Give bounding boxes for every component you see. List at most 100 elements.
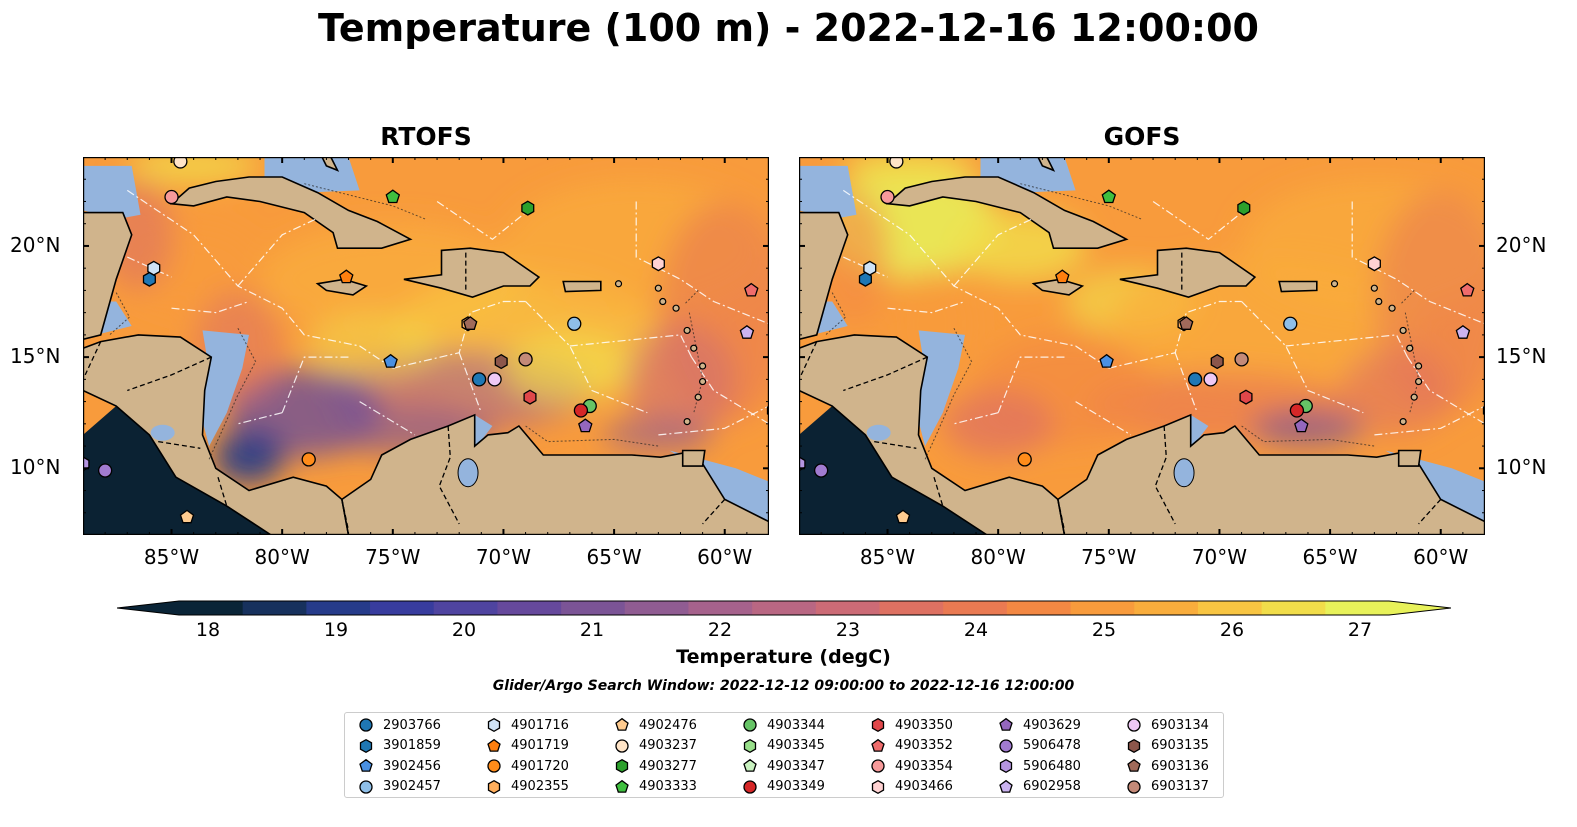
legend-label: 6903136 <box>1151 758 1209 774</box>
lake-maracaibo <box>457 458 479 488</box>
map-panel-rtofs <box>83 157 769 535</box>
hexagon-marker-icon <box>1127 738 1141 753</box>
float-marker-4902476 <box>895 509 911 524</box>
legend-item-2903766: 2903766 <box>357 715 441 735</box>
eez-boundary <box>1407 356 1485 425</box>
island <box>1370 284 1378 292</box>
latitude-tick-label-right: 10°N <box>1496 455 1547 480</box>
legend-item-4903347: 4903347 <box>741 756 825 776</box>
longitude-tick-label: 60°W <box>697 545 753 569</box>
pentagon-marker-icon <box>999 779 1013 793</box>
legend-label: 4902355 <box>511 779 569 794</box>
island <box>1399 418 1407 426</box>
bathymetry-contour <box>684 290 699 305</box>
float-marker-6902958 <box>739 324 755 339</box>
circle-marker-icon <box>359 779 373 794</box>
eez-boundary <box>525 301 648 414</box>
shallow-shelf-area <box>799 165 857 220</box>
legend-label: 6903135 <box>1151 738 1209 753</box>
legend-label: 4901716 <box>511 717 569 733</box>
lake-maracaibo <box>1173 458 1195 488</box>
longitude-tick-label: 60°W <box>1413 545 1469 569</box>
panel-title-rtofs: RTOFS <box>380 122 472 151</box>
legend-item-4903466: 4903466 <box>869 777 953 797</box>
eez-boundary <box>1152 201 1242 241</box>
pentagon-marker-icon <box>871 738 885 752</box>
land-yucatan <box>799 211 849 341</box>
lake-nicaragua <box>150 424 175 441</box>
island <box>690 344 698 352</box>
country-border <box>702 498 726 525</box>
circle-marker-icon <box>743 779 757 794</box>
map-panel-gofs <box>799 157 1485 535</box>
legend-item-4901720: 4901720 <box>485 756 569 776</box>
legend-item-4903333: 4903333 <box>613 777 697 797</box>
hexagon-marker-icon <box>871 717 885 733</box>
float-marker-5906480 <box>83 456 90 472</box>
float-marker-4903349 <box>573 403 589 418</box>
country-border <box>1154 425 1176 525</box>
legend-label: 4901719 <box>511 738 569 753</box>
legend-label: 4902476 <box>639 717 697 733</box>
colorbar-tick-label: 23 <box>835 619 861 641</box>
country-border <box>933 477 944 507</box>
legend-item-5906478: 5906478 <box>997 736 1081 756</box>
country-border <box>127 356 212 392</box>
float-marker-4901719 <box>339 269 354 284</box>
island <box>1399 326 1407 335</box>
colorbar-tick-label: 20 <box>451 619 477 641</box>
circle-marker-icon <box>615 738 629 753</box>
land-central-america <box>83 334 350 535</box>
float-marker-3902457 <box>1283 316 1298 331</box>
eez-boundary <box>658 405 769 436</box>
float-marker-4903352 <box>744 282 759 297</box>
colorbar-segment <box>433 601 499 615</box>
country-border <box>438 425 460 525</box>
legend-item-3901859: 3901859 <box>357 736 441 756</box>
float-marker-6903137 <box>1234 352 1249 367</box>
bathymetry-contour <box>1400 290 1415 305</box>
eez-boundary <box>237 412 283 425</box>
float-marker-4903277 <box>1237 200 1251 216</box>
legend-item-3902457: 3902457 <box>357 777 441 797</box>
land-jamaica <box>315 278 369 296</box>
float-marker-4903354 <box>880 189 895 205</box>
colorbar-segment <box>815 601 881 615</box>
legend-label: 4903350 <box>895 717 953 733</box>
island <box>683 326 691 335</box>
legend-item-4903352: 4903352 <box>869 736 953 756</box>
float-marker-4903350 <box>523 389 537 405</box>
float-marker-4901720 <box>1017 452 1032 467</box>
eez-boundary <box>842 189 1110 369</box>
longitude-tick-label: 85°W <box>859 545 916 569</box>
country-border <box>158 440 201 449</box>
circle-marker-icon <box>871 759 885 773</box>
float-marker-4903466 <box>651 256 665 272</box>
colorbar-segment <box>624 601 690 615</box>
hexagon-marker-icon <box>487 717 501 733</box>
colorbar-gradient <box>117 600 1451 616</box>
legend-label: 4903277 <box>639 758 697 774</box>
latitude-tick-label-left: 15°N <box>10 344 61 369</box>
legend-label: 4903344 <box>767 717 825 733</box>
legend-item-6902958: 6902958 <box>997 777 1081 797</box>
island <box>1330 280 1339 288</box>
float-marker-6903135 <box>494 353 508 370</box>
land-central-america <box>799 334 1066 535</box>
hexagon-marker-icon <box>871 779 885 794</box>
hexagon-marker-icon <box>615 758 629 774</box>
legend-item-4903344: 4903344 <box>741 715 825 735</box>
pentagon-marker-icon <box>359 758 373 772</box>
latitude-tick-label-right: 20°N <box>1496 232 1547 257</box>
land-puerto-rico <box>1278 280 1318 293</box>
legend-label: 2903766 <box>383 717 441 733</box>
float-marker-6903134 <box>1203 372 1218 387</box>
legend-label: 4901720 <box>511 758 569 774</box>
legend-label: 4903629 <box>1023 717 1081 733</box>
bathymetry-contour <box>924 327 973 460</box>
pentagon-marker-icon <box>999 717 1013 731</box>
float-marker-4903352 <box>1460 282 1475 297</box>
longitude-tick-label: 75°W <box>365 545 421 569</box>
longitude-tick-label: 65°W <box>1302 545 1358 569</box>
legend-label: 6903134 <box>1151 717 1209 733</box>
